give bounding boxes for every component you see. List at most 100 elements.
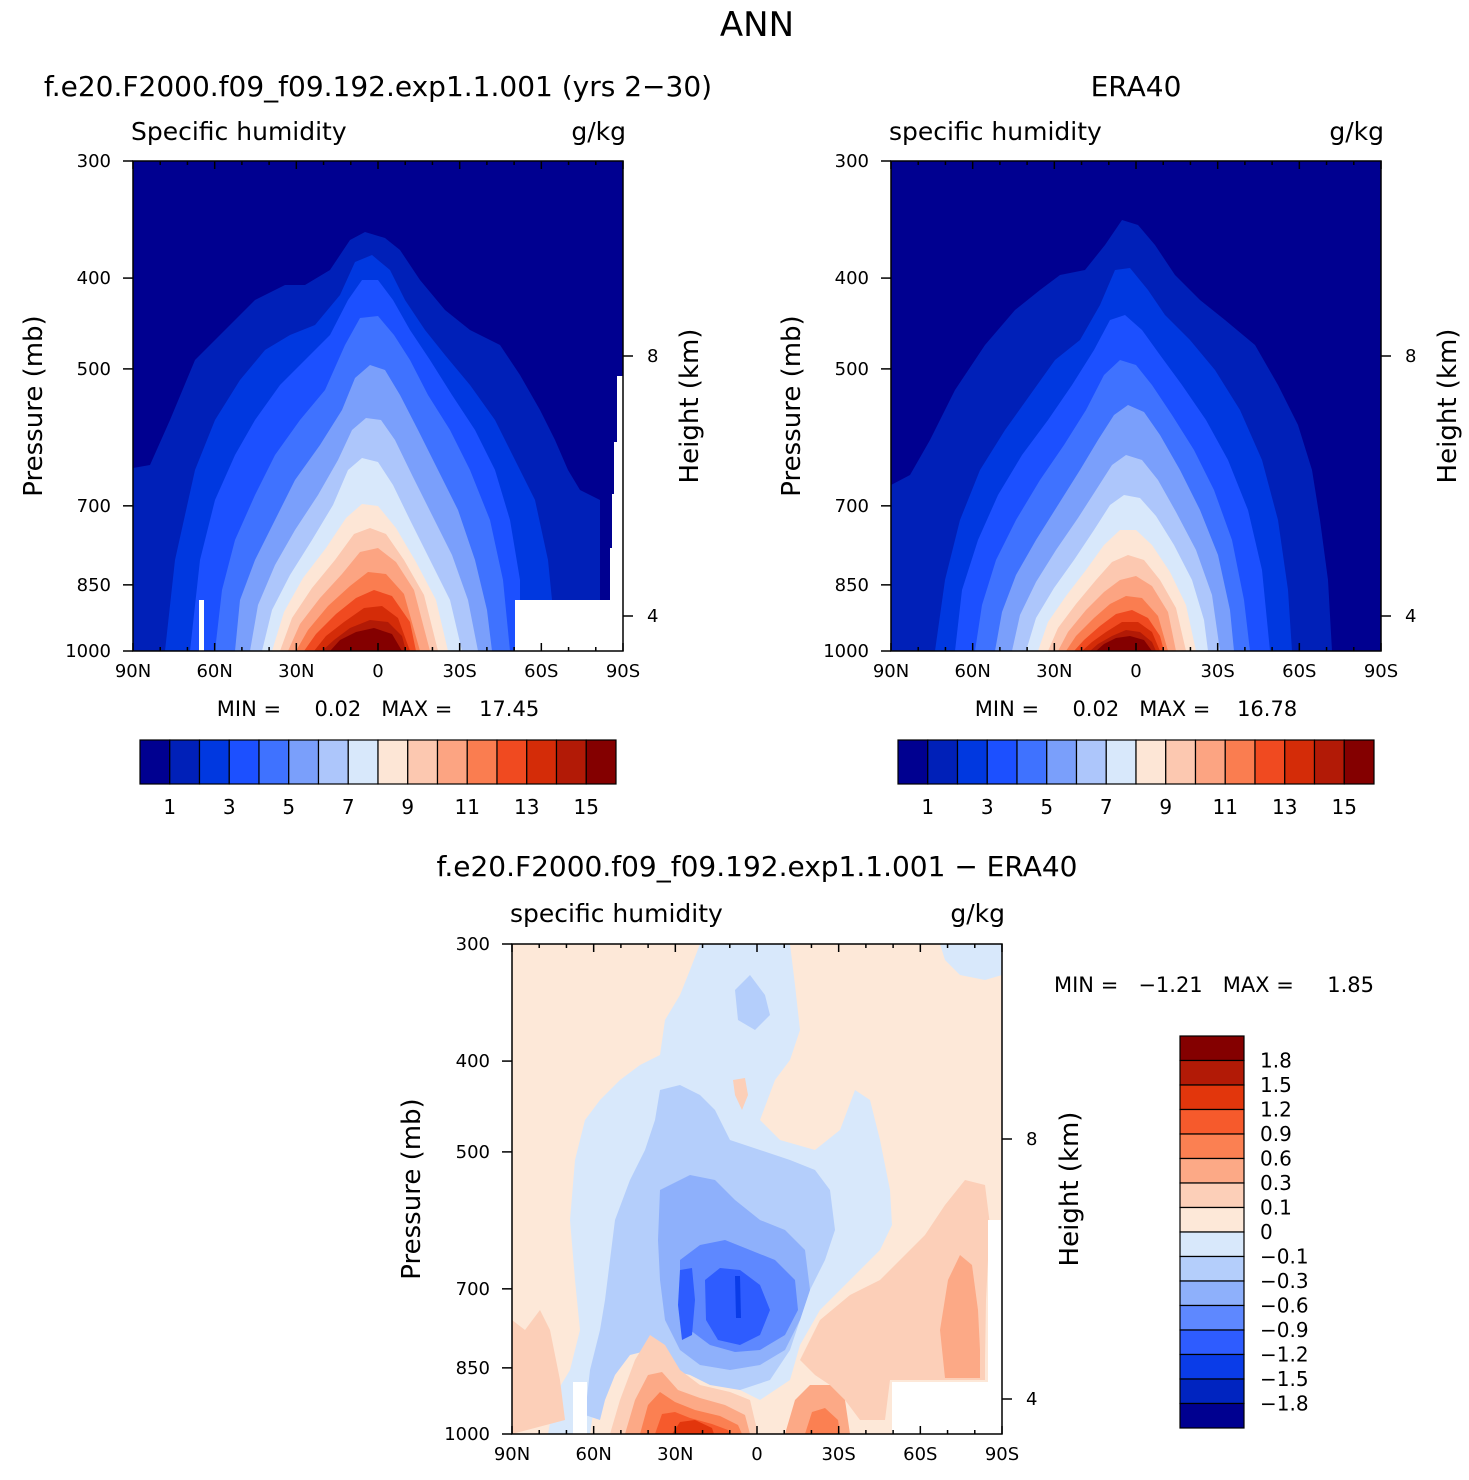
colorbar-box xyxy=(585,739,617,785)
panel-difference-title: f.e20.F2000.f09_f09.192.exp1.1.001 − ERA… xyxy=(437,850,1078,883)
x-tick-label: 30S xyxy=(1200,661,1234,682)
colorbar-box xyxy=(1179,1329,1245,1356)
panel-difference-colorbar: 1.81.51.20.90.60.30.10−0.1−0.3−0.6−0.9−1… xyxy=(1179,1035,1309,1429)
y-tick-label: 1000 xyxy=(444,1424,490,1445)
diff-level-pos-1.2-tropics xyxy=(672,1420,714,1434)
diff-level-pos-0.1-sh xyxy=(800,1180,990,1420)
panel-era40-axes xyxy=(881,160,1391,652)
x-tick-label: 30N xyxy=(278,661,314,682)
x-tick-label: 60N xyxy=(954,661,990,682)
colorbar-label: 5 xyxy=(282,795,295,819)
topography-mask xyxy=(892,1382,1002,1434)
y-tick-label: 1000 xyxy=(65,641,111,662)
y-tick-label: 400 xyxy=(835,268,869,289)
y-tick-label: 700 xyxy=(835,496,869,517)
x-tick-label: 90N xyxy=(494,1444,530,1465)
panel-difference-axes xyxy=(502,943,1012,1435)
topography-mask-antarctic xyxy=(573,1382,587,1434)
panel-era40-contours xyxy=(891,161,1381,651)
panel-era40-title: ERA40 xyxy=(1091,70,1182,103)
diff-level-neg-1.5 xyxy=(735,1276,741,1318)
panel-difference-ylabel-right: Height (km) xyxy=(1055,1112,1085,1267)
colorbar-box xyxy=(1179,1280,1245,1307)
contour-level-15 xyxy=(330,628,402,651)
contour-level-15 xyxy=(1096,636,1152,651)
colorbar-box xyxy=(1179,1231,1245,1258)
panel-model-stats: MIN = 0.02 MAX = 17.45 xyxy=(217,697,539,721)
colorbar-box xyxy=(1179,1402,1245,1429)
topography-mask xyxy=(515,376,623,651)
x-tick-label: 0 xyxy=(751,1444,762,1465)
y-right-tick-label: 8 xyxy=(1026,1129,1037,1150)
y-right-tick-label: 4 xyxy=(647,606,658,627)
colorbar-label: 7 xyxy=(1100,795,1113,819)
colorbar-box xyxy=(1194,739,1226,785)
diff-level-neg-0.1-nw xyxy=(940,944,1002,980)
colorbar-box xyxy=(1105,739,1137,785)
colorbar-box xyxy=(496,739,528,785)
x-tick-label: 60N xyxy=(575,1444,611,1465)
colorbar-label: −0.1 xyxy=(1260,1245,1309,1269)
colorbar-box xyxy=(258,739,290,785)
colorbar-box xyxy=(1179,1255,1245,1282)
colorbar-label: −0.6 xyxy=(1260,1294,1309,1318)
colorbar-box xyxy=(1254,739,1286,785)
colorbar-label: −1.5 xyxy=(1260,1367,1309,1391)
colorbar-box xyxy=(1179,1084,1245,1111)
panel-difference-contours xyxy=(512,944,1002,1434)
colorbar-box xyxy=(228,739,260,785)
x-tick-label: 60S xyxy=(524,661,558,682)
colorbar-box xyxy=(347,739,379,785)
y-tick-label: 1000 xyxy=(823,641,869,662)
diff-level-neg-1.2-w xyxy=(678,1268,695,1340)
colorbar-label: 0.9 xyxy=(1260,1122,1292,1146)
panel-era40-stats: MIN = 0.02 MAX = 16.78 xyxy=(975,697,1297,721)
colorbar-box xyxy=(986,739,1018,785)
colorbar-label: 1.8 xyxy=(1260,1049,1292,1073)
colorbar-label: −1.2 xyxy=(1260,1343,1309,1367)
colorbar-label: 9 xyxy=(1159,795,1172,819)
panel-model-axes xyxy=(123,160,633,652)
colorbar-label: 9 xyxy=(401,795,414,819)
colorbar-label: 7 xyxy=(342,795,355,819)
colorbar-box xyxy=(555,739,587,785)
topography-mask-edge xyxy=(988,1220,1002,1382)
panel-difference-subtitle-left: specific humidity xyxy=(510,899,723,928)
colorbar-label: 15 xyxy=(574,795,599,819)
colorbar-label: 1.5 xyxy=(1260,1073,1292,1097)
panel-era40-ylabel-right: Height (km) xyxy=(1433,329,1463,484)
colorbar-label: 0 xyxy=(1260,1220,1273,1244)
diff-level-neg-0.3-top xyxy=(735,975,770,1030)
y-tick-label: 400 xyxy=(456,1051,490,1072)
x-tick-label: 90N xyxy=(115,661,151,682)
x-tick-label: 90N xyxy=(873,661,909,682)
panel-model-colorbar: 1 3 5 7 9 11 13 15 xyxy=(139,739,617,819)
colorbar-box xyxy=(1179,1206,1245,1233)
colorbar-box xyxy=(1075,739,1107,785)
panel-model: f.e20.F2000.f09_f09.192.exp1.1.001 (yrs … xyxy=(19,70,712,819)
y-tick-label: 500 xyxy=(77,359,111,380)
panel-difference-stats: MIN = −1.21 MAX = 1.85 xyxy=(1054,973,1374,997)
colorbar-box xyxy=(436,739,468,785)
y-tick-label: 500 xyxy=(456,1142,490,1163)
colorbar-box xyxy=(1135,739,1167,785)
y-tick-label: 700 xyxy=(456,1279,490,1300)
x-tick-label: 60N xyxy=(196,661,232,682)
diff-level-pos-0.3-sh xyxy=(940,1255,980,1378)
colorbar-box xyxy=(1343,739,1375,785)
x-tick-label: 90S xyxy=(985,1444,1019,1465)
colorbar-box xyxy=(897,739,929,785)
panel-era40-subtitle-right: g/kg xyxy=(1329,117,1384,146)
y-tick-label: 300 xyxy=(835,151,869,172)
x-tick-label: 30N xyxy=(1036,661,1072,682)
colorbar-box xyxy=(139,739,171,785)
colorbar-label: 1 xyxy=(163,795,176,819)
colorbar-label: 11 xyxy=(455,795,480,819)
diff-level-pos-0.1-upper xyxy=(733,1078,748,1110)
x-tick-label: 30N xyxy=(657,1444,693,1465)
main-title: ANN xyxy=(720,5,794,45)
colorbar-label: 1.2 xyxy=(1260,1098,1292,1122)
colorbar-box xyxy=(466,739,498,785)
x-tick-label: 0 xyxy=(372,661,383,682)
y-right-tick-label: 4 xyxy=(1026,1389,1037,1410)
